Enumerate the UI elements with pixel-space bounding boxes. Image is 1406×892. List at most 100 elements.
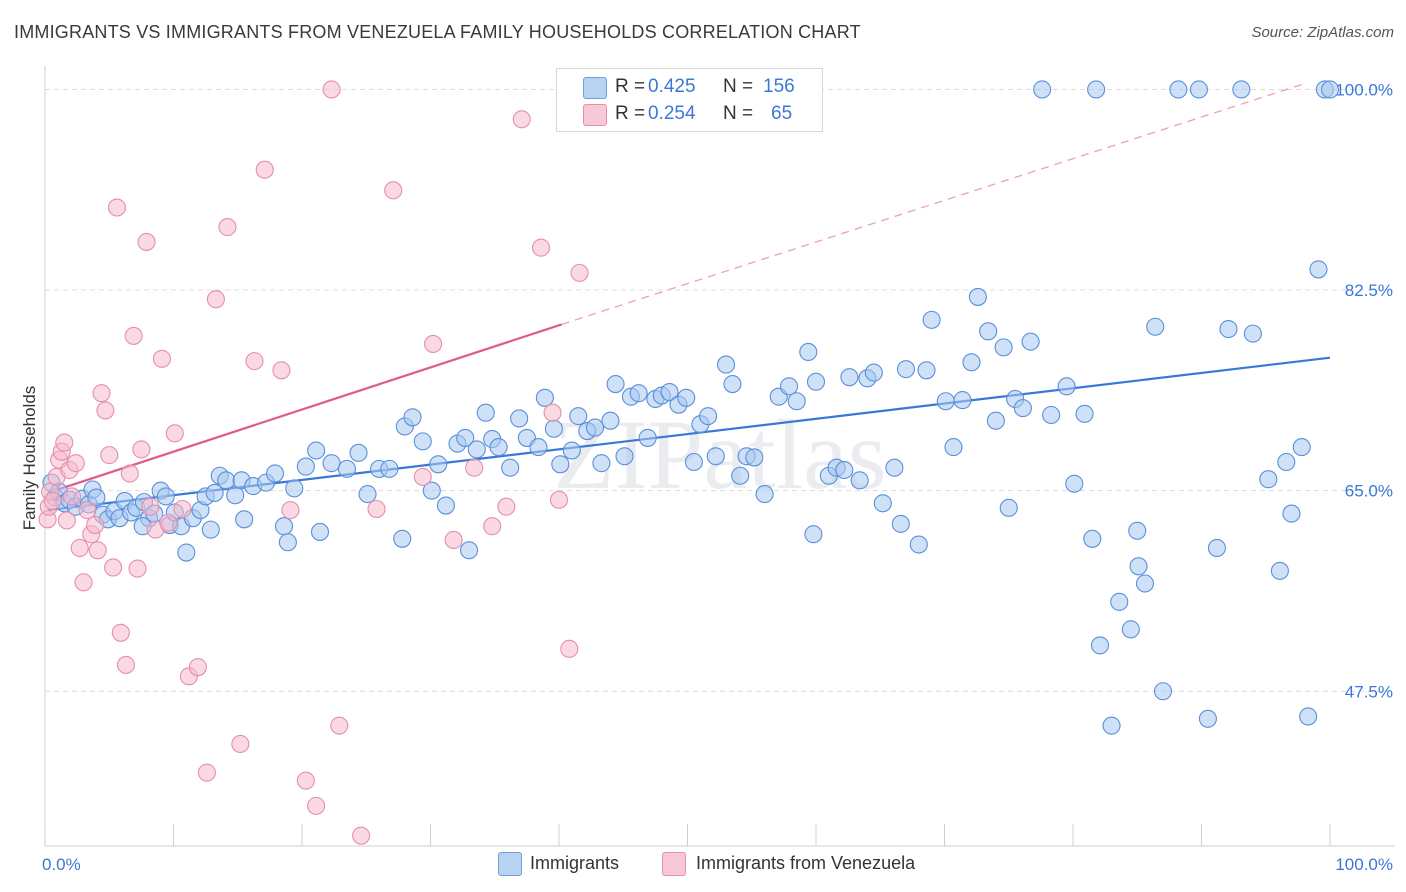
- immigrants-point: [1189, 80, 1208, 99]
- venezuela-point: [570, 263, 589, 282]
- immigrants-point: [629, 384, 648, 403]
- immigrants-point: [806, 372, 826, 391]
- immigrants-point: [1129, 557, 1148, 576]
- venezuela-point: [296, 771, 315, 790]
- grid-layer: [45, 88, 1395, 692]
- venezuela-point: [124, 326, 143, 345]
- immigrants-point: [986, 411, 1005, 430]
- immigrants-point: [1013, 399, 1032, 418]
- immigrants-point: [699, 407, 718, 426]
- immigrants-point: [265, 464, 285, 483]
- label-layer: 47.5% 65.0% 82.5% 100.0% 0.0% 100.0%: [42, 80, 1393, 874]
- immigrants-point: [156, 487, 175, 506]
- immigrants-point: [476, 403, 495, 422]
- venezuela-point: [560, 639, 579, 658]
- venezuela-point: [483, 517, 502, 536]
- venezuela-point: [497, 497, 516, 516]
- venezuela-point: [86, 515, 105, 535]
- immigrants-point: [1259, 470, 1278, 489]
- immigrants-point: [1292, 438, 1311, 457]
- venezuela-point: [512, 110, 531, 129]
- venezuela-point: [100, 446, 119, 465]
- immigrants-point: [606, 375, 625, 394]
- immigrants-point: [436, 496, 455, 515]
- immigrants-point: [706, 447, 725, 466]
- immigrants-point: [1153, 682, 1172, 701]
- venezuela-point: [152, 349, 171, 368]
- y-tick-label: 65.0%: [1345, 482, 1393, 501]
- venezuela-point: [272, 361, 291, 380]
- venezuela-point: [165, 424, 184, 443]
- immigrants-point: [840, 368, 859, 387]
- immigrants-point: [1146, 317, 1165, 336]
- immigrants-point: [429, 455, 448, 474]
- immigrants-point: [804, 525, 823, 544]
- immigrants-point: [535, 388, 554, 407]
- immigrants-point: [1075, 404, 1094, 423]
- legend-r-value: 0.425: [648, 76, 696, 97]
- immigrants-point: [358, 485, 377, 504]
- venezuela-point: [62, 487, 82, 506]
- venezuela-point: [107, 198, 127, 217]
- immigrants-point: [278, 533, 297, 552]
- source-label[interactable]: Source: ZipAtlas.com: [1251, 24, 1394, 41]
- venezuela-point: [367, 499, 386, 519]
- venezuela-point: [352, 826, 371, 845]
- immigrants-point: [322, 454, 341, 473]
- immigrants-point: [1021, 332, 1040, 351]
- immigrants-point: [1087, 80, 1106, 99]
- immigrants-point: [1090, 636, 1110, 655]
- immigrants-point: [799, 342, 818, 362]
- venezuela-point: [57, 511, 76, 530]
- x-tick-label: 100.0%: [1335, 855, 1393, 874]
- immigrants-point: [684, 452, 703, 472]
- immigrants-point: [456, 428, 475, 447]
- immigrants-point: [413, 432, 432, 451]
- immigrants-point: [677, 388, 696, 407]
- immigrants-point: [285, 479, 304, 498]
- immigrants-point: [909, 535, 928, 554]
- immigrants-point: [307, 441, 326, 460]
- legend-n-value: 156: [763, 76, 795, 97]
- venezuela-point: [188, 658, 207, 677]
- legend-r-label: R =: [615, 76, 646, 97]
- legend-n-label: N =: [723, 103, 754, 124]
- immigrants-point: [896, 360, 916, 379]
- immigrants-point: [638, 428, 657, 447]
- immigrants-point: [562, 441, 581, 460]
- immigrants-point: [1121, 620, 1140, 639]
- immigrants-point: [217, 471, 236, 490]
- immigrants-point: [1169, 80, 1188, 99]
- y-tick-label: 100.0%: [1335, 80, 1393, 99]
- immigrants-point: [1207, 538, 1226, 558]
- immigrants-point: [585, 418, 605, 437]
- immigrants-point: [1102, 716, 1121, 735]
- immigrants-point: [953, 391, 972, 410]
- immigrants-point: [968, 287, 987, 306]
- venezuela-point: [322, 80, 341, 99]
- venezuela-point: [206, 290, 225, 309]
- immigrants-point: [403, 408, 422, 427]
- venezuela-point: [55, 433, 74, 452]
- points-layer: [38, 80, 1340, 845]
- immigrants-point: [1282, 504, 1301, 523]
- immigrants-point: [787, 392, 806, 411]
- immigrants-point: [489, 438, 508, 457]
- immigrants-point: [529, 438, 548, 457]
- immigrants-point: [999, 498, 1018, 517]
- immigrants-point: [1110, 592, 1129, 611]
- immigrants-point: [615, 447, 634, 466]
- immigrants-point: [1065, 474, 1084, 493]
- immigrants-point: [1219, 319, 1238, 339]
- immigrants-point: [380, 459, 399, 478]
- venezuela-point: [384, 181, 403, 200]
- immigrants-point: [944, 438, 963, 457]
- venezuela-point: [159, 513, 178, 532]
- venezuela-point: [413, 467, 432, 486]
- immigrants-point: [922, 310, 941, 329]
- immigrants-point: [1270, 561, 1289, 580]
- immigrants-point: [1083, 529, 1102, 548]
- immigrants-point: [393, 529, 412, 548]
- immigrants-point: [1299, 707, 1318, 726]
- venezuela-point: [132, 440, 151, 459]
